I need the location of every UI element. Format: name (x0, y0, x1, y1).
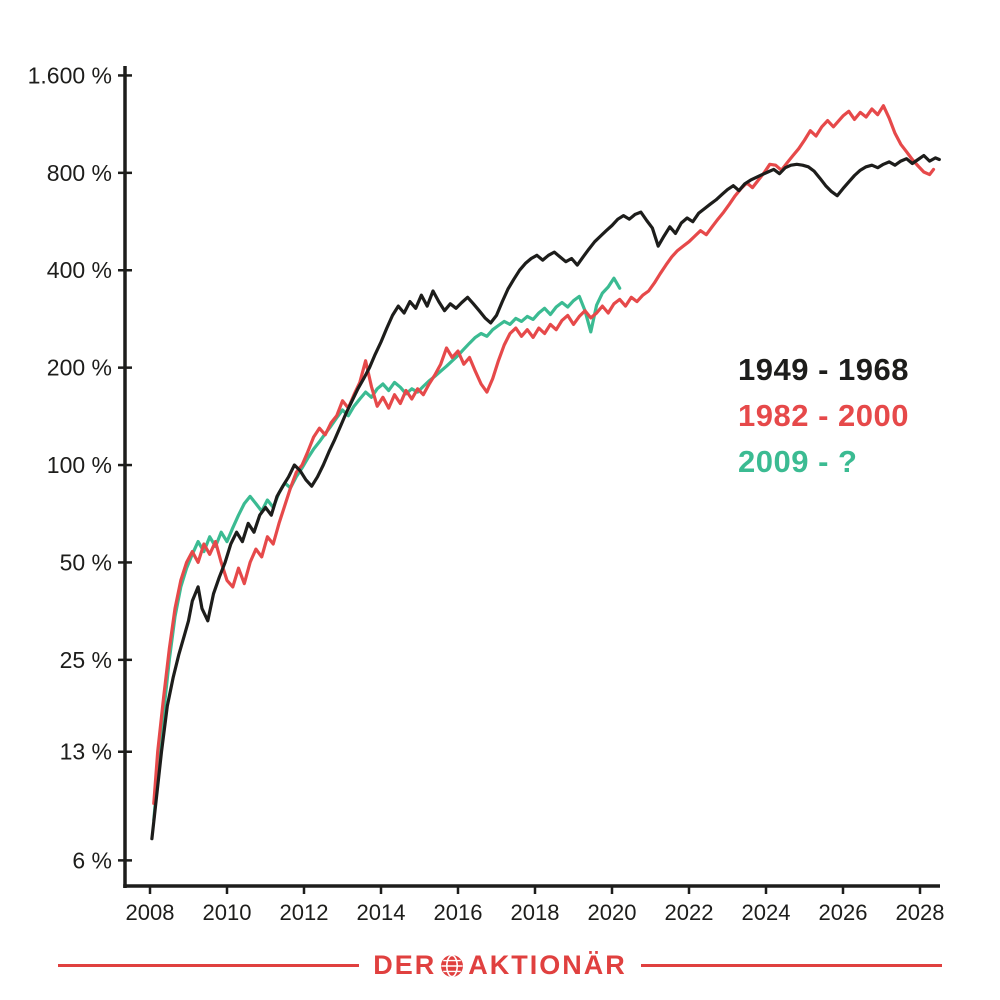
brand-text-der: DER (373, 950, 437, 980)
y-axis-tick-label: 50 % (60, 549, 112, 575)
x-axis-tick-label: 2016 (434, 900, 483, 925)
brand-text-aktionaer: AKTIONÄR (468, 950, 627, 980)
y-axis-tick-label: 6 % (72, 847, 112, 873)
y-axis-tick-label: 1.600 % (28, 62, 112, 88)
globe-icon (440, 954, 464, 978)
legend-item-2009: 2009 - ? (738, 444, 858, 479)
series-line-2009 (152, 276, 622, 822)
y-axis-tick-label: 25 % (60, 647, 112, 673)
y-axis-tick-label: 13 % (60, 739, 112, 765)
legend-item-1949-1968: 1949 - 1968 (738, 352, 909, 387)
footer-rule-left (58, 964, 360, 967)
y-axis-tick-label: 100 % (47, 452, 112, 478)
y-axis-tick-label: 400 % (47, 257, 112, 283)
footer-rule-right (640, 964, 943, 967)
x-axis-tick-label: 2026 (819, 900, 868, 925)
x-axis-tick-label: 2008 (126, 900, 175, 925)
y-axis-tick-label: 800 % (47, 160, 112, 186)
series-line-1982-2000 (152, 104, 936, 806)
y-axis-tick-label: 200 % (47, 355, 112, 381)
brand-footer: DER AKTIONÄR (0, 950, 1000, 981)
x-axis-tick-label: 2020 (588, 900, 637, 925)
chart-legend: 1949 - 1968 1982 - 2000 2009 - ? (738, 350, 909, 482)
x-axis-tick-label: 2018 (511, 900, 560, 925)
x-axis-tick-label: 2012 (280, 900, 329, 925)
x-axis-tick-label: 2024 (742, 900, 791, 925)
x-axis-tick-label: 2022 (665, 900, 714, 925)
line-chart: 1.600 % 800 % 400 % 200 % 100 % 50 % 25 % 13 % 6… (28, 62, 945, 925)
series-line-1949-1968 (150, 153, 941, 841)
legend-item-1982-2000: 1982 - 2000 (738, 398, 909, 433)
brand-logo: DER AKTIONÄR (373, 950, 627, 981)
x-axis-tick-label: 2010 (203, 900, 252, 925)
x-axis-tick-label: 2014 (357, 900, 406, 925)
x-axis-tick-label: 2028 (896, 900, 945, 925)
